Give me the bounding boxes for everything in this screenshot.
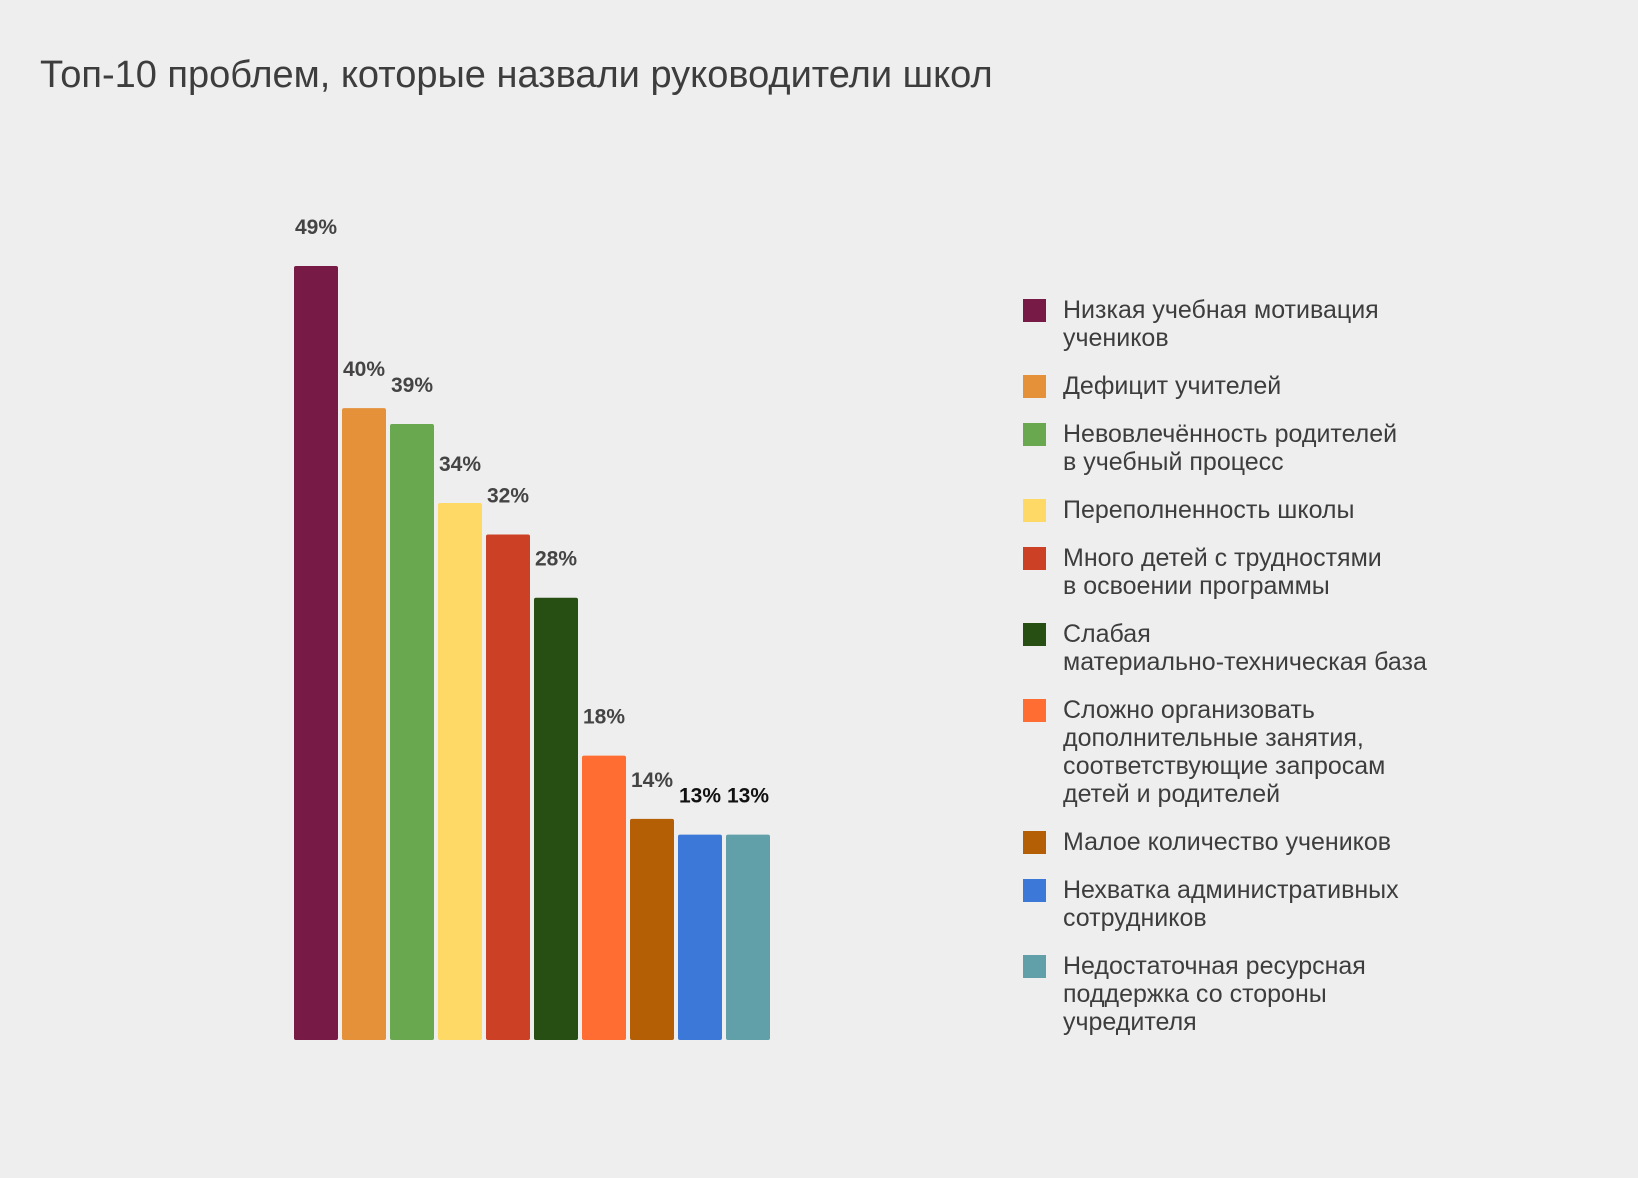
bar-value-label-7: 18% xyxy=(583,706,625,729)
legend-item-9: Нехватка административных сотрудников xyxy=(1023,876,1503,932)
bar-1 xyxy=(294,266,338,1040)
bar-10 xyxy=(726,834,770,1040)
legend-swatch-6 xyxy=(1023,623,1046,646)
legend-label-1: Низкая учебная мотивация учеников xyxy=(1063,296,1379,352)
legend-label-9: Нехватка административных сотрудников xyxy=(1063,876,1399,932)
bar-8 xyxy=(630,818,674,1040)
legend-item-8: Малое количество учеников xyxy=(1023,828,1503,856)
legend-label-6: Слабая материально-техническая база xyxy=(1063,620,1427,676)
chart-legend: Низкая учебная мотивация учеников Дефицит… xyxy=(1023,296,1503,1056)
bar-2 xyxy=(342,408,386,1040)
bar-3 xyxy=(390,423,434,1040)
legend-swatch-1 xyxy=(1023,299,1046,322)
legend-label-3: Невовлечённость родителей в учебный проц… xyxy=(1063,420,1398,476)
legend-item-1: Низкая учебная мотивация учеников xyxy=(1023,296,1503,352)
bar-value-label-10: 13% xyxy=(727,785,769,808)
legend-swatch-5 xyxy=(1023,547,1046,570)
legend-label-10: Недостаточная ресурсная поддержка со сто… xyxy=(1063,952,1366,1036)
legend-swatch-3 xyxy=(1023,423,1046,446)
legend-label-8: Малое количество учеников xyxy=(1063,828,1392,856)
legend-swatch-9 xyxy=(1023,879,1046,902)
legend-swatch-4 xyxy=(1023,499,1046,522)
legend-item-4: Переполненность школы xyxy=(1023,496,1503,524)
legend-swatch-10 xyxy=(1023,955,1046,978)
legend-item-3: Невовлечённость родителей в учебный проц… xyxy=(1023,420,1503,476)
bar-7 xyxy=(582,755,626,1040)
bar-6 xyxy=(534,597,578,1040)
bar-value-label-3: 39% xyxy=(391,374,433,397)
bar-value-label-9: 13% xyxy=(679,785,721,808)
bar-value-label-1: 49% xyxy=(295,216,337,239)
legend-item-10: Недостаточная ресурсная поддержка со сто… xyxy=(1023,952,1503,1036)
legend-item-6: Слабая материально-техническая база xyxy=(1023,620,1503,676)
legend-label-7: Сложно организовать дополнительные занят… xyxy=(1063,696,1386,808)
legend-item-5: Много детей с трудностями в освоении про… xyxy=(1023,544,1503,600)
legend-item-2: Дефицит учителей xyxy=(1023,372,1503,400)
legend-label-4: Переполненность школы xyxy=(1063,496,1355,524)
legend-item-7: Сложно организовать дополнительные занят… xyxy=(1023,696,1503,808)
bar-value-label-2: 40% xyxy=(343,358,385,381)
bar-value-label-5: 32% xyxy=(487,485,529,508)
chart-title: Топ-10 проблем, которые назвали руководи… xyxy=(40,54,993,96)
legend-swatch-8 xyxy=(1023,831,1046,854)
legend-swatch-7 xyxy=(1023,699,1046,722)
legend-label-2: Дефицит учителей xyxy=(1063,372,1282,400)
legend-swatch-2 xyxy=(1023,375,1046,398)
bar-5 xyxy=(486,534,530,1040)
bar-9 xyxy=(678,834,722,1040)
bar-value-label-8: 14% xyxy=(631,769,673,792)
bar-value-label-6: 28% xyxy=(535,548,577,571)
bar-value-label-4: 34% xyxy=(439,453,481,476)
bar-4 xyxy=(438,502,482,1040)
legend-label-5: Много детей с трудностями в освоении про… xyxy=(1063,544,1382,600)
